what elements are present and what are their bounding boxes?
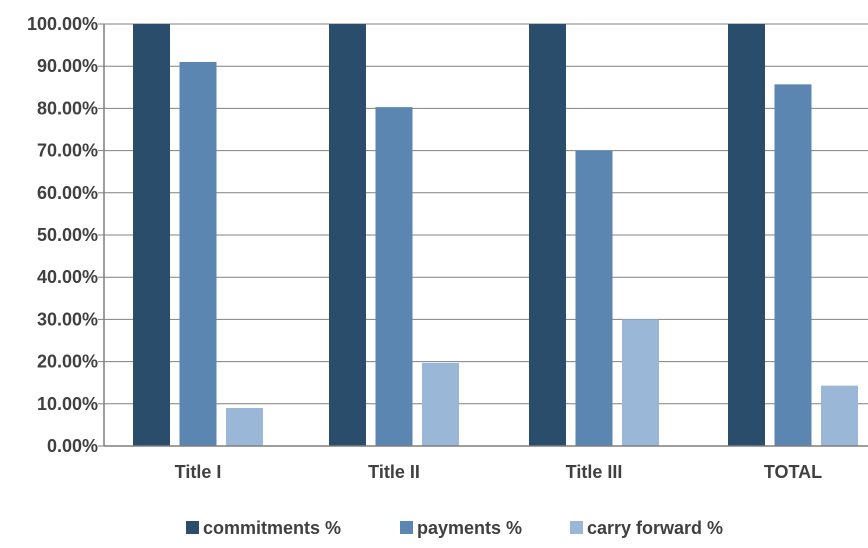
y-tick-label: 0.00%: [47, 436, 98, 456]
bar: [821, 385, 858, 446]
bar: [375, 107, 413, 446]
bar: [728, 24, 765, 446]
legend-item: commitments %: [186, 518, 341, 538]
x-tick-label: Title III: [566, 462, 623, 482]
x-category-labels: Title I Title II Title III TOTAL: [175, 462, 823, 482]
legend-item: carry forward %: [570, 518, 723, 538]
bar: [133, 24, 170, 446]
bar-group: [728, 24, 858, 446]
legend: commitments % payments % carry forward %: [186, 518, 723, 538]
y-tick-label: 60.00%: [37, 183, 98, 203]
bar: [575, 150, 613, 446]
y-tick-label: 40.00%: [37, 267, 98, 287]
legend-swatch: [400, 521, 413, 534]
legend-item: payments %: [400, 518, 522, 538]
bar-groups: [133, 24, 858, 446]
y-tick-label: 20.00%: [37, 352, 98, 372]
legend-swatch: [186, 521, 199, 534]
legend-label: payments %: [417, 518, 522, 538]
bar-group: [529, 24, 659, 446]
axes: [103, 24, 868, 447]
y-tick-label: 30.00%: [37, 309, 98, 329]
y-tick-label: 100.00%: [27, 14, 98, 34]
bar: [422, 362, 459, 446]
y-tick-label: 70.00%: [37, 141, 98, 161]
y-tick-label: 80.00%: [37, 98, 98, 118]
x-tick-label: TOTAL: [764, 462, 822, 482]
y-tick-label: 50.00%: [37, 225, 98, 245]
bar-group: [133, 24, 263, 446]
bar: [622, 319, 659, 446]
bar: [774, 84, 812, 446]
legend-label: commitments %: [203, 518, 341, 538]
y-tick-labels: 0.00% 10.00% 20.00% 30.00% 40.00% 50.00% 60.00…: [27, 14, 98, 456]
y-tick-label: 10.00%: [37, 394, 98, 414]
legend-swatch: [570, 521, 583, 534]
bar: [179, 61, 217, 446]
bar: [226, 408, 263, 446]
y-tick-label: 90.00%: [37, 56, 98, 76]
bar-group: [329, 24, 459, 446]
x-tick-label: Title I: [175, 462, 222, 482]
bar: [329, 24, 366, 446]
bar: [529, 24, 566, 446]
x-tick-label: Title II: [368, 462, 420, 482]
legend-label: carry forward %: [587, 518, 723, 538]
